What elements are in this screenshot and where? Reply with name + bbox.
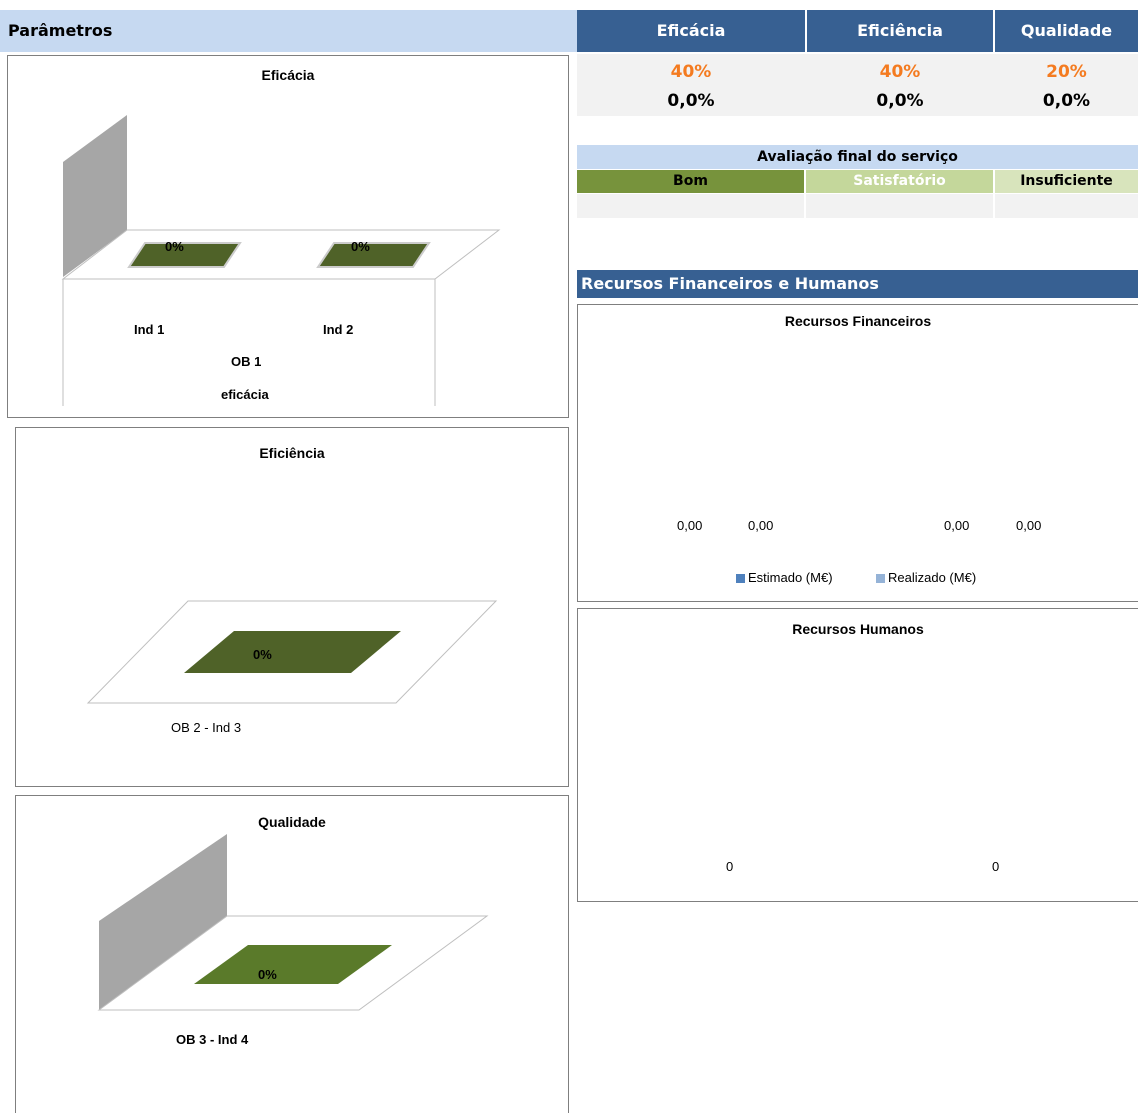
legend-estimado: Estimado (M€) — [736, 570, 833, 585]
result-eficiencia: 0,0% — [876, 91, 924, 111]
chart-qualidade: Qualidade 0% OB 3 - Ind 4 — [15, 795, 569, 1113]
data-label-estimado: 0,00 — [944, 518, 970, 533]
back-wall — [63, 115, 127, 277]
legend-label: Realizado (M€) — [888, 570, 977, 585]
eval-cell-satisfatorio — [806, 194, 993, 218]
data-label-realizado: 0,00 — [748, 518, 774, 533]
eval-level-satisfatorio: Satisfatório — [806, 170, 993, 193]
data-label: 0 — [992, 859, 1000, 874]
back-wall — [99, 834, 227, 1010]
x-axis-label: eficácia — [221, 387, 269, 402]
weight-qualidade: 20% — [1046, 62, 1087, 82]
chart-eficiencia: Eficiência 0% OB 2 - Ind 3 — [15, 427, 569, 787]
eval-level-insuficiente: Insuficiente — [995, 170, 1138, 193]
chart-title: Eficiência — [259, 445, 325, 461]
result-eficacia: 0,0% — [667, 91, 715, 111]
bar-ob2-ind3 — [184, 631, 401, 673]
category-label: OB 2 - Ind 3 — [171, 720, 242, 735]
eficiencia-plot — [86, 600, 498, 704]
legend-realizado: Realizado (M€) — [876, 570, 976, 585]
data-label: 0% — [258, 967, 277, 982]
chart-recursos-financeiros: Recursos Financeiros 0,00 0,00 0,00 0,00… — [577, 304, 1138, 602]
data-label-estimado: 0,00 — [677, 518, 703, 533]
data-label: 0 — [726, 859, 734, 874]
group-label: OB 1 — [231, 354, 262, 369]
data-label: 0% — [165, 239, 184, 254]
eval-cell-bom — [577, 194, 804, 218]
eficacia-plot — [61, 115, 501, 406]
bar-ind-2 — [316, 242, 431, 268]
chart-title: Qualidade — [258, 814, 326, 830]
legend-label: Estimado (M€) — [748, 570, 833, 585]
data-label: 0% — [351, 239, 370, 254]
eval-cell-insuficiente — [995, 194, 1138, 218]
eval-level-bom: Bom — [577, 170, 804, 193]
bar-ind-1 — [127, 242, 242, 268]
weights-background — [577, 54, 1138, 116]
category-label: Ind 2 — [323, 322, 354, 337]
data-label-realizado: 0,00 — [1016, 518, 1042, 533]
data-label: 0% — [253, 647, 272, 662]
weight-eficacia: 40% — [670, 62, 712, 82]
bar-ob3-ind4 — [194, 945, 392, 984]
weight-eficiencia: 40% — [879, 62, 921, 82]
qualidade-plot — [97, 834, 489, 1011]
chart-eficacia: Eficácia 0% 0% Ind 1 Ind 2 OB 1 eficácia — [7, 55, 569, 418]
chart-title: Eficácia — [261, 67, 315, 83]
category-label: Ind 1 — [134, 322, 165, 337]
header-qualidade: Qualidade — [995, 10, 1138, 52]
legend-swatch — [736, 574, 745, 584]
resources-section-title: Recursos Financeiros e Humanos — [577, 270, 1138, 298]
legend-swatch — [876, 574, 885, 584]
floor — [61, 229, 501, 280]
chart-title: Recursos Humanos — [792, 621, 924, 637]
chart-recursos-humanos: Recursos Humanos 0 0 — [577, 608, 1138, 902]
header-eficacia: Eficácia — [577, 10, 805, 52]
category-label: OB 3 - Ind 4 — [176, 1032, 249, 1047]
result-qualidade: 0,0% — [1042, 91, 1091, 111]
chart-title: Recursos Financeiros — [784, 313, 932, 329]
parametros-header: Parâmetros — [0, 10, 577, 52]
evaluation-title: Avaliação final do serviço — [577, 145, 1138, 169]
header-eficiencia: Eficiência — [807, 10, 993, 52]
